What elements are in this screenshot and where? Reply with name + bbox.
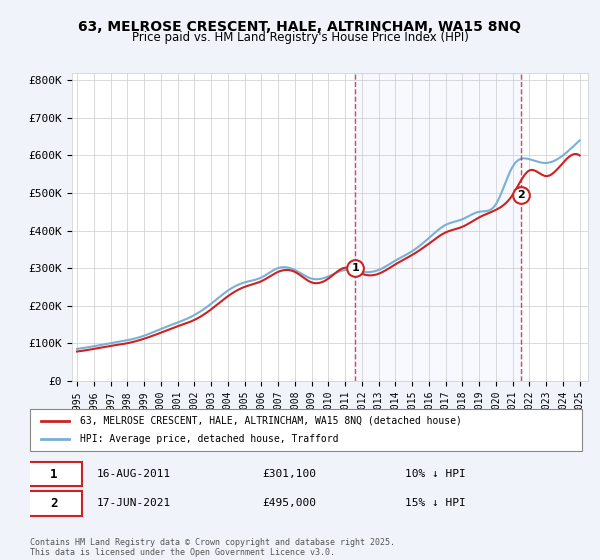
Text: 1: 1: [351, 263, 359, 273]
Text: 10% ↓ HPI: 10% ↓ HPI: [406, 469, 466, 479]
Text: 1: 1: [50, 468, 58, 481]
Text: 16-AUG-2011: 16-AUG-2011: [96, 469, 170, 479]
Text: 2: 2: [50, 497, 58, 510]
Bar: [354, 73, 522, 381]
Text: Contains HM Land Registry data © Crown copyright and database right 2025.
This d: Contains HM Land Registry data © Crown c…: [30, 538, 395, 557]
Text: 63, MELROSE CRESCENT, HALE, ALTRINCHAM, WA15 8NQ: 63, MELROSE CRESCENT, HALE, ALTRINCHAM, …: [79, 20, 521, 34]
Text: 15% ↓ HPI: 15% ↓ HPI: [406, 498, 466, 508]
Text: £495,000: £495,000: [262, 498, 316, 508]
Text: HPI: Average price, detached house, Trafford: HPI: Average price, detached house, Traf…: [80, 434, 338, 444]
Text: 2: 2: [517, 190, 525, 200]
FancyBboxPatch shape: [25, 462, 82, 487]
Text: £301,100: £301,100: [262, 469, 316, 479]
Text: 17-JUN-2021: 17-JUN-2021: [96, 498, 170, 508]
FancyBboxPatch shape: [25, 491, 82, 516]
Text: Price paid vs. HM Land Registry's House Price Index (HPI): Price paid vs. HM Land Registry's House …: [131, 31, 469, 44]
FancyBboxPatch shape: [30, 409, 582, 451]
Text: 63, MELROSE CRESCENT, HALE, ALTRINCHAM, WA15 8NQ (detached house): 63, MELROSE CRESCENT, HALE, ALTRINCHAM, …: [80, 416, 461, 426]
